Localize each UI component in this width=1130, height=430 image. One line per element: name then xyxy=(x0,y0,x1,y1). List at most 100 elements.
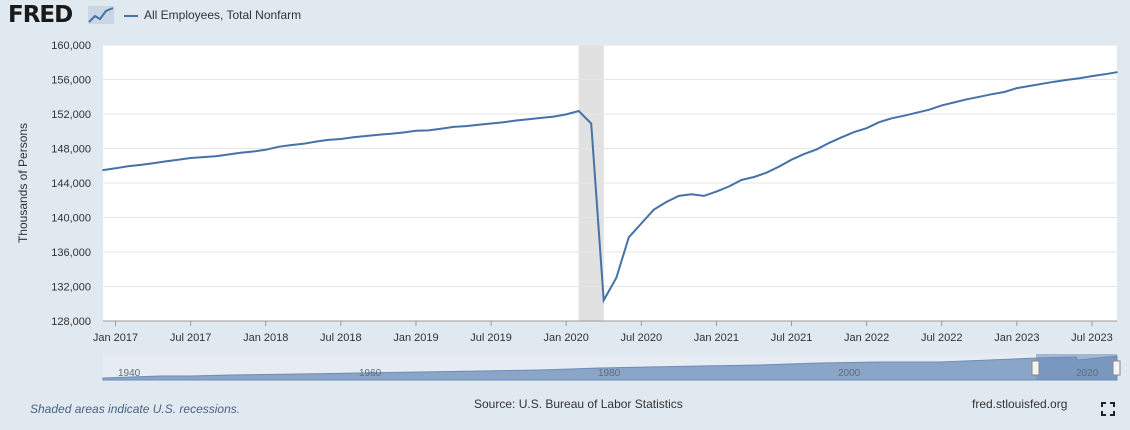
x-tick-label: Jan 2019 xyxy=(393,332,438,344)
data-point xyxy=(552,115,555,118)
data-point xyxy=(452,126,455,128)
data-point xyxy=(978,95,981,98)
data-point xyxy=(1041,83,1043,85)
data-point xyxy=(502,121,505,123)
y-tick-label: 132,000 xyxy=(51,282,91,294)
x-tick-label: Jan 2020 xyxy=(544,332,589,344)
x-tick-label: Jul 2023 xyxy=(1071,332,1113,344)
navigator-label: 1980 xyxy=(598,368,621,379)
y-tick-label: 152,000 xyxy=(51,109,91,121)
data-points xyxy=(102,71,1118,302)
data-point xyxy=(753,176,755,178)
x-tick-label: Jul 2021 xyxy=(771,332,813,344)
data-point xyxy=(1016,87,1018,89)
data-point xyxy=(114,167,117,170)
data-point xyxy=(490,122,492,125)
x-tick-label: Jan 2021 xyxy=(694,332,739,344)
data-point xyxy=(1003,91,1006,93)
chart-legend[interactable]: All Employees, Total Nonfarm xyxy=(124,8,301,22)
legend-series-swatch xyxy=(124,14,138,17)
data-point xyxy=(940,104,943,107)
data-point xyxy=(865,127,868,130)
data-point xyxy=(465,125,467,127)
data-point xyxy=(577,110,580,112)
data-point xyxy=(327,139,330,141)
data-point xyxy=(778,165,780,168)
fullscreen-icon[interactable] xyxy=(1101,402,1115,416)
data-point xyxy=(177,158,179,161)
data-point xyxy=(252,150,255,153)
data-point xyxy=(402,131,405,134)
data-point xyxy=(602,299,605,302)
data-point xyxy=(991,93,993,95)
data-point xyxy=(440,127,442,130)
legend-series-label: All Employees, Total Nonfarm xyxy=(144,8,302,22)
data-point xyxy=(1116,71,1118,73)
data-point xyxy=(740,179,743,181)
data-point xyxy=(239,152,242,154)
data-point xyxy=(377,133,380,136)
data-point xyxy=(214,155,217,158)
data-point xyxy=(703,195,705,197)
y-axis: 128,000 132,000 136,000 140,000 144,000 148,0… xyxy=(51,40,91,328)
source-text: Source: U.S. Bureau of Labor Statistics xyxy=(474,397,683,411)
data-point xyxy=(227,153,229,156)
data-point xyxy=(928,108,931,111)
data-point xyxy=(690,193,693,196)
data-point xyxy=(477,123,480,126)
data-point xyxy=(915,111,918,114)
data-point xyxy=(277,145,280,148)
data-point xyxy=(840,136,843,139)
data-point xyxy=(728,185,730,188)
data-point xyxy=(415,130,417,132)
data-point xyxy=(653,208,655,211)
data-point xyxy=(102,169,104,171)
y-tick-label: 128,000 xyxy=(51,316,91,328)
data-point xyxy=(828,142,830,144)
data-point xyxy=(340,138,342,140)
data-point xyxy=(189,157,192,159)
fred-logo[interactable]: FRED xyxy=(8,2,73,28)
x-tick-label: Jul 2022 xyxy=(921,332,963,344)
data-point xyxy=(139,164,142,166)
series-line[interactable] xyxy=(102,71,1118,304)
data-point xyxy=(590,122,593,125)
navigator-label: 1940 xyxy=(118,368,141,379)
data-point xyxy=(640,222,643,225)
y-tick-label: 136,000 xyxy=(51,247,91,259)
data-point xyxy=(627,236,630,239)
data-point xyxy=(853,131,855,133)
navigator-selection[interactable] xyxy=(1036,354,1117,380)
data-point xyxy=(1091,75,1093,77)
data-point xyxy=(1078,77,1081,80)
site-link[interactable]: fred.stlouisfed.org xyxy=(972,397,1068,411)
data-point xyxy=(815,148,818,151)
x-tick-label: Jan 2022 xyxy=(844,332,889,344)
chart-svg[interactable]: 128,000 132,000 136,000 140,000 144,000 148,0… xyxy=(0,0,1130,395)
y-tick-label: 160,000 xyxy=(51,40,91,52)
data-point xyxy=(790,158,793,161)
data-point xyxy=(289,144,292,146)
data-point xyxy=(264,148,267,151)
data-point xyxy=(803,153,805,155)
y-tick-label: 156,000 xyxy=(51,75,91,87)
data-point xyxy=(565,113,567,116)
navigator-label: 2020 xyxy=(1076,368,1099,379)
x-tick-label: Jul 2018 xyxy=(320,332,362,344)
x-tick-label: Jan 2017 xyxy=(93,332,138,344)
y-tick-label: 148,000 xyxy=(51,144,91,156)
data-point xyxy=(127,165,129,167)
data-point xyxy=(665,201,668,203)
navigator-left-handle[interactable] xyxy=(1031,360,1040,376)
data-point xyxy=(390,133,392,135)
data-point xyxy=(540,117,542,119)
navigator[interactable]: 1940 1960 1980 2000 2020 xyxy=(102,354,1121,381)
navigator-label: 1960 xyxy=(359,368,382,379)
data-point xyxy=(202,156,204,158)
navigator-right-handle[interactable] xyxy=(1112,360,1121,376)
line-chart-icon xyxy=(88,6,114,24)
x-tick-label: Jan 2018 xyxy=(243,332,288,344)
y-tick-label: 144,000 xyxy=(51,178,91,190)
data-point xyxy=(765,171,768,174)
data-point xyxy=(365,135,367,137)
